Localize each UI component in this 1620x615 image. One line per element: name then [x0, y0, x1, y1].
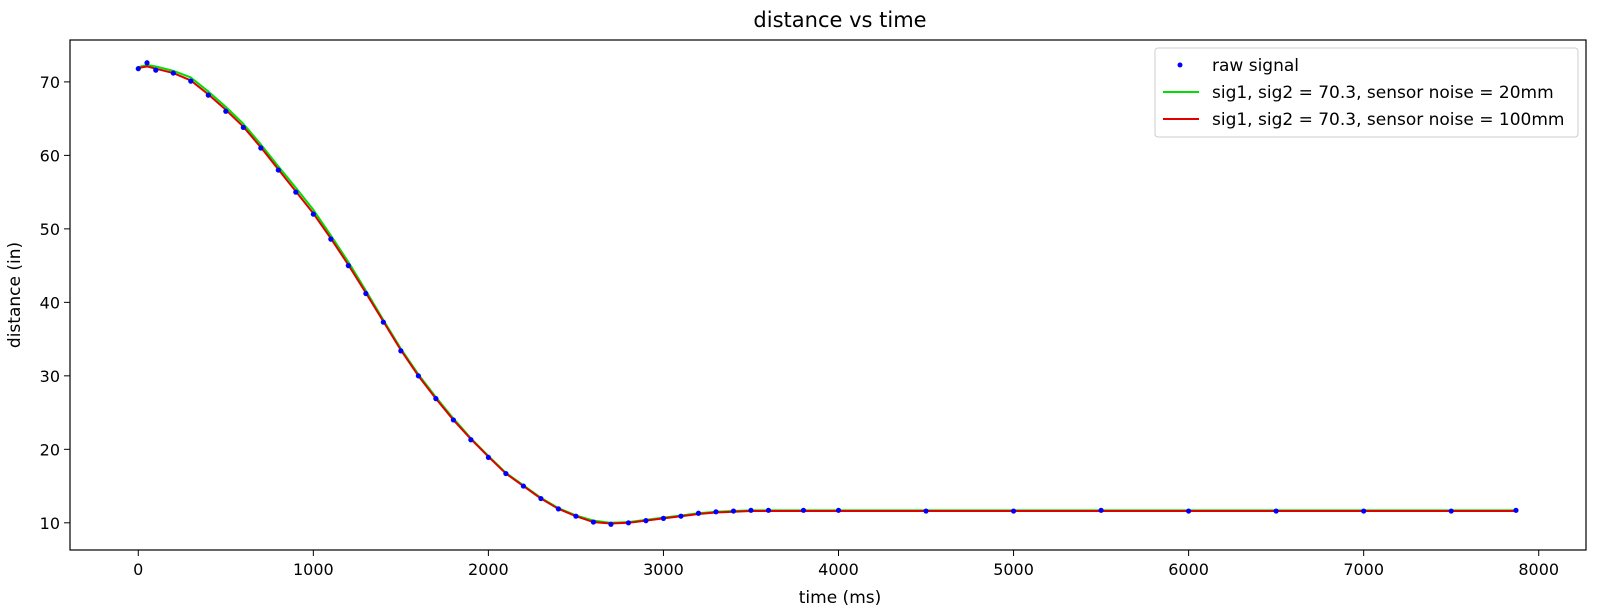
- y-axis-label: distance (in): [5, 242, 25, 348]
- raw-signal-point: [223, 108, 229, 114]
- raw-signal-point: [135, 66, 141, 72]
- raw-signal-point: [695, 510, 702, 516]
- raw-signal-point: [433, 396, 439, 402]
- plot-frame: [69, 39, 1587, 551]
- raw-signal-point: [678, 513, 684, 519]
- raw-signal-point: [205, 92, 211, 98]
- y-tick-label: 20: [40, 440, 60, 459]
- raw-signal-point: [608, 521, 614, 527]
- raw-signal-point: [765, 507, 772, 513]
- x-tick-label: 0: [133, 560, 143, 579]
- raw-signal-point: [468, 437, 474, 443]
- raw-signal-point: [1448, 508, 1454, 514]
- raw-signal-point: [748, 507, 754, 513]
- raw-signal-point: [538, 495, 544, 502]
- legend-label-green-line: sig1, sig2 = 70.3, sensor noise = 20mm: [1212, 83, 1554, 103]
- y-tick-label: 70: [40, 73, 60, 92]
- raw-signal-point: [153, 67, 159, 73]
- x-tick-label: 1000: [293, 560, 334, 579]
- raw-signal-point: [625, 520, 632, 526]
- y-tick-label: 30: [40, 367, 60, 386]
- series-line-2: [138, 65, 1516, 525]
- raw-signal-point: [345, 263, 351, 269]
- x-tick-label: 5000: [993, 560, 1034, 579]
- x-axis-ticks: 0 1000 2000 3000 4000 5000 6000 7000 8000: [133, 550, 1559, 579]
- raw-signal-point: [398, 348, 404, 354]
- raw-signal-point: [555, 506, 562, 512]
- raw-signal-point: [1273, 508, 1279, 514]
- raw-signal-point: [328, 236, 334, 242]
- y-tick-label: 60: [40, 146, 60, 165]
- raw-signal-point: [660, 515, 667, 522]
- raw-signal-point: [1186, 508, 1192, 514]
- legend-marker-raw-signal: [1177, 62, 1183, 68]
- raw-signal-point: [144, 60, 150, 66]
- x-tick-label: 8000: [1518, 560, 1559, 579]
- legend-label-red-line: sig1, sig2 = 70.3, sensor noise = 100mm: [1212, 110, 1564, 130]
- legend: raw signal sig1, sig2 = 70.3, sensor noi…: [1154, 47, 1579, 138]
- raw-signal-point: [240, 124, 246, 131]
- raw-signal-point: [713, 509, 719, 515]
- raw-signal-point: [380, 319, 386, 325]
- y-tick-label: 10: [40, 514, 60, 533]
- raw-signal-point: [923, 508, 929, 514]
- chart-title: distance vs time: [753, 8, 926, 32]
- raw-signal-point: [170, 70, 176, 76]
- raw-signal-point: [730, 508, 737, 514]
- raw-signal-point: [363, 290, 369, 297]
- raw-signal-point: [503, 470, 509, 477]
- y-tick-label: 40: [40, 293, 60, 312]
- legend-label-raw-signal: raw signal: [1212, 56, 1299, 76]
- raw-signal-point: [1098, 507, 1104, 513]
- x-tick-label: 3000: [643, 560, 684, 579]
- x-axis-label: time (ms): [799, 588, 882, 608]
- plot-marks: [135, 60, 1519, 527]
- raw-signal-point: [1361, 508, 1367, 514]
- raw-signal-point: [258, 145, 264, 151]
- raw-signal-point: [590, 519, 597, 525]
- y-axis-ticks: 10 20 30 40 50 60 70: [40, 73, 70, 533]
- raw-signal-point: [800, 507, 807, 513]
- x-tick-label: 6000: [1168, 560, 1209, 579]
- raw-signal-point: [835, 507, 842, 513]
- raw-signal-point: [520, 483, 527, 489]
- raw-signal-point: [1513, 507, 1519, 513]
- x-tick-label: 7000: [1343, 560, 1384, 579]
- x-tick-label: 4000: [818, 560, 859, 579]
- raw-signal-point: [415, 373, 421, 379]
- raw-signal-point: [275, 167, 281, 173]
- raw-signal-point: [573, 513, 579, 519]
- raw-signal-point: [485, 454, 491, 461]
- raw-signal-point: [1010, 508, 1017, 514]
- raw-signal-point: [188, 78, 194, 84]
- raw-signal-point: [293, 189, 299, 195]
- x-tick-label: 2000: [468, 560, 509, 579]
- raw-signal-point: [450, 417, 456, 423]
- y-tick-label: 50: [40, 220, 60, 239]
- raw-signal-point: [310, 211, 316, 217]
- legend-box: [1154, 47, 1579, 138]
- raw-signal-point: [643, 518, 649, 524]
